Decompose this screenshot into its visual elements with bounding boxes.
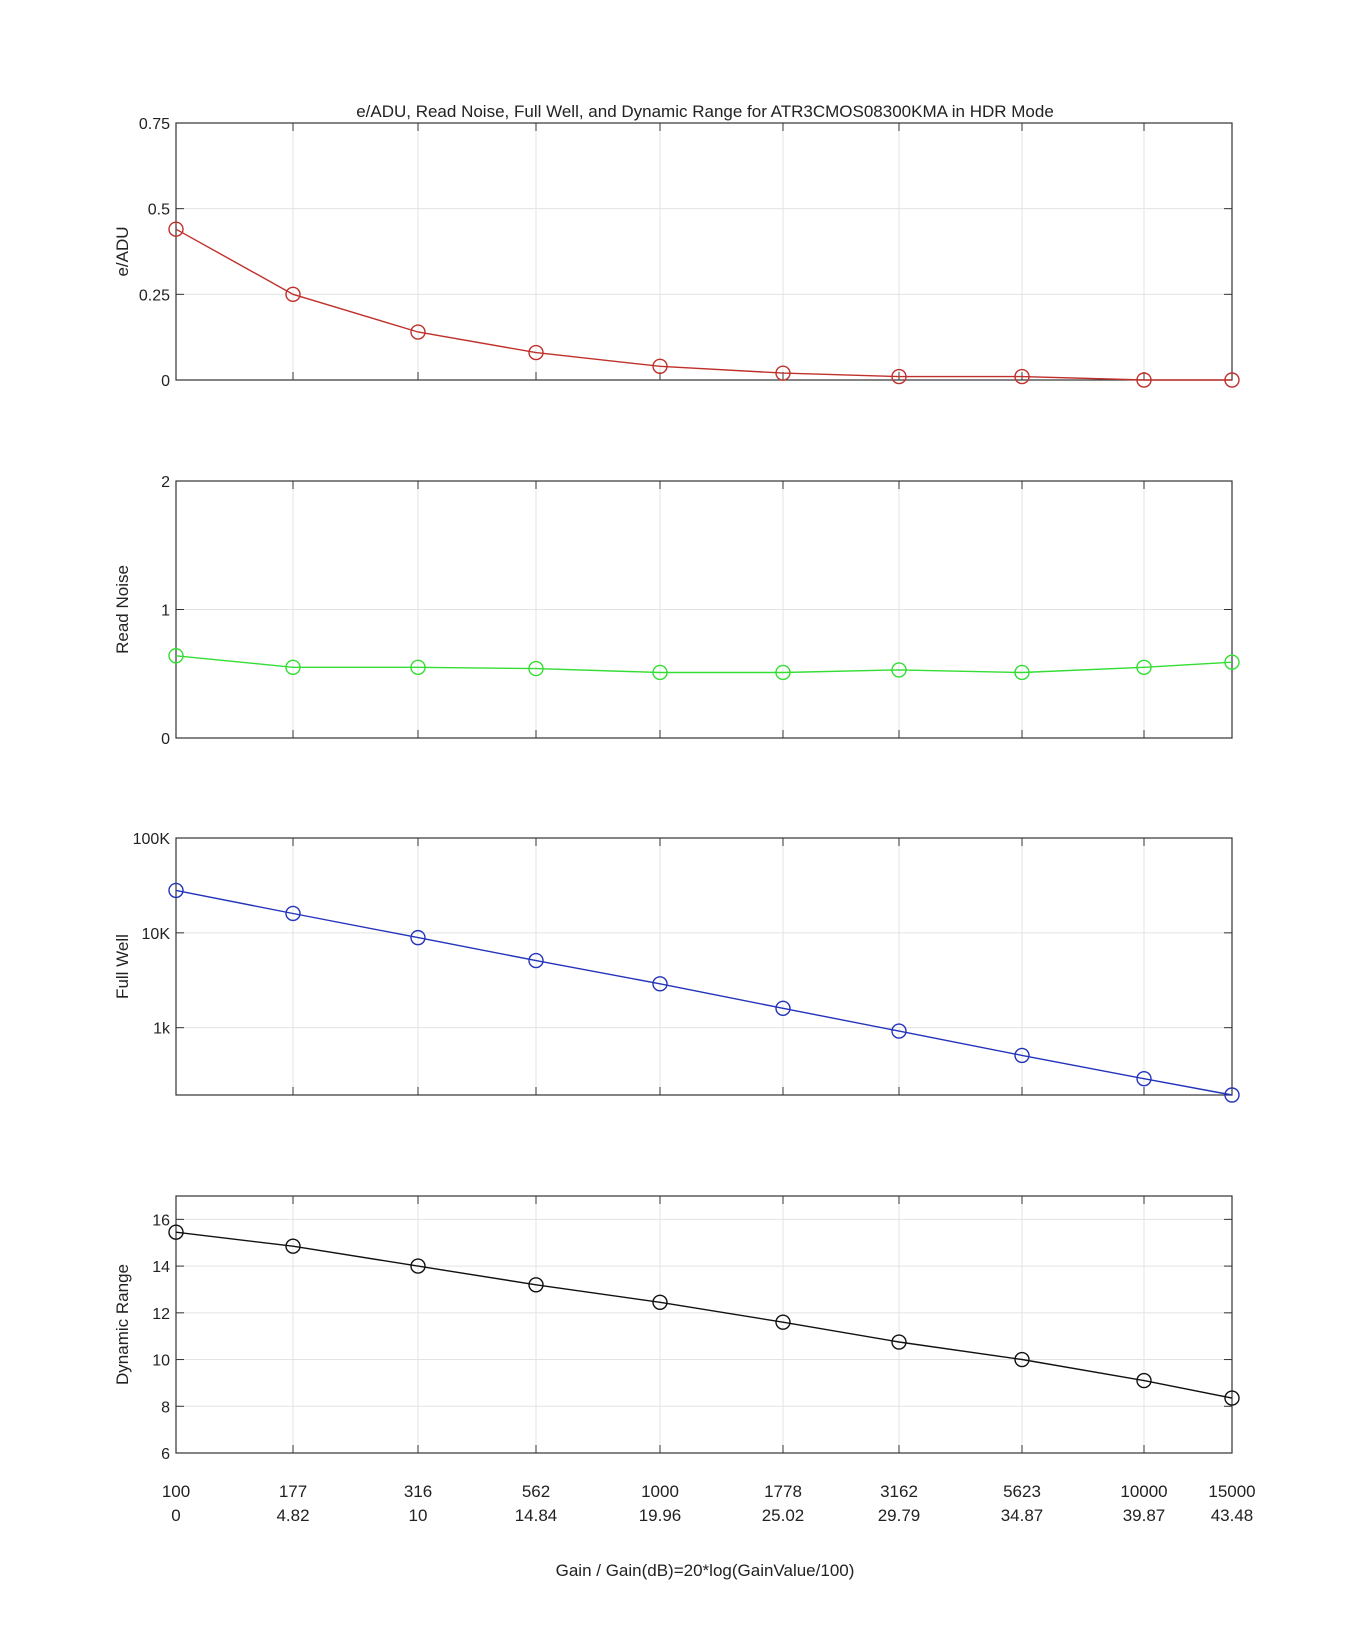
- axes-frame: [175, 122, 1233, 381]
- data-point: [528, 660, 544, 677]
- y-tick-label: 100K: [133, 831, 171, 848]
- x-tick-label-gain: 562: [522, 1482, 550, 1501]
- data-point: [1224, 372, 1240, 388]
- x-tick-label-gain: 3162: [880, 1482, 918, 1501]
- y-tick-label: 16: [152, 1212, 170, 1229]
- x-axis-label: Gain / Gain(dB)=20*log(GainValue/100): [556, 1561, 855, 1580]
- data-point: [1136, 659, 1152, 676]
- y-axis-label: e/ADU: [113, 226, 132, 276]
- x-tick-label-db: 39.87: [1123, 1506, 1166, 1525]
- data-point: [775, 664, 791, 681]
- x-tick-label-gain: 10000: [1120, 1482, 1167, 1501]
- x-tick-label-db: 25.02: [762, 1506, 805, 1525]
- y-tick-label: 10K: [142, 926, 171, 943]
- y-tick-label: 14: [152, 1259, 170, 1276]
- data-point: [528, 344, 544, 361]
- data-point: [1136, 372, 1152, 388]
- data-point: [1136, 1372, 1152, 1389]
- y-tick-label: 0: [161, 731, 170, 748]
- data-point: [1136, 1070, 1152, 1087]
- y-axis-label: Read Noise: [113, 565, 132, 654]
- y-axis-label: Full Well: [113, 934, 132, 999]
- x-tick-label-gain: 15000: [1208, 1482, 1255, 1501]
- data-point: [891, 1334, 907, 1350]
- axes-frame: [175, 1195, 1233, 1454]
- x-tick-label-gain: 5623: [1003, 1482, 1041, 1501]
- y-axis-label: Dynamic Range: [113, 1264, 132, 1385]
- x-tick-label-gain: 100: [162, 1482, 190, 1501]
- x-tick-label-gain: 177: [279, 1482, 307, 1501]
- series-line: [175, 1231, 1233, 1399]
- y-tick-label: 1k: [153, 1021, 171, 1038]
- data-point: [410, 324, 426, 340]
- data-point: [285, 1238, 301, 1254]
- data-point: [652, 358, 668, 374]
- x-tick-labels: 10001774.823161056214.84100019.96177825.…: [162, 1482, 1256, 1525]
- data-point: [1014, 664, 1030, 681]
- x-tick-label-db: 34.87: [1001, 1506, 1044, 1525]
- data-point: [168, 882, 184, 899]
- y-tick-label: 0.5: [148, 202, 170, 219]
- data-point: [528, 1277, 544, 1293]
- data-point: [285, 659, 301, 676]
- data-point: [652, 1294, 668, 1311]
- data-point: [891, 662, 907, 678]
- series-line: [175, 655, 1233, 674]
- panel-1: 0 0.25 0.5 0.75 e/ADU: [113, 116, 1240, 390]
- panel-2: 0 1 2 Read Noise: [113, 474, 1240, 748]
- x-tick-label-gain: 1000: [641, 1482, 679, 1501]
- y-tick-label: 0.25: [139, 287, 170, 304]
- chart-title: e/ADU, Read Noise, Full Well, and Dynami…: [356, 102, 1054, 121]
- x-tick-label-db: 14.84: [515, 1506, 558, 1525]
- y-tick-label: 10: [152, 1353, 170, 1370]
- y-tick-label: 0.75: [139, 116, 170, 133]
- x-tick-label-db: 10: [409, 1506, 428, 1525]
- x-tick-label-db: 19.96: [639, 1506, 682, 1525]
- axes-frame: [175, 837, 1233, 1096]
- data-point: [410, 929, 426, 946]
- x-tick-label-db: 4.82: [276, 1506, 309, 1525]
- y-tick-label: 6: [161, 1446, 170, 1463]
- data-point: [1224, 1087, 1240, 1103]
- panel-4: 6 8 10 12 14 16 Dynamic Range: [113, 1195, 1240, 1463]
- data-point: [168, 221, 184, 237]
- data-point: [652, 976, 668, 992]
- data-point: [1014, 1351, 1030, 1368]
- data-point: [891, 1023, 907, 1039]
- x-tick-label-db: 43.48: [1211, 1506, 1254, 1525]
- data-point: [775, 1000, 791, 1017]
- data-point: [652, 664, 668, 681]
- series-line: [175, 228, 1232, 381]
- y-tick-label: 2: [161, 474, 170, 491]
- data-point: [168, 1224, 184, 1240]
- y-tick-label: 1: [161, 603, 170, 620]
- data-point: [410, 1258, 426, 1274]
- data-point: [528, 952, 544, 969]
- data-point: [1224, 1390, 1240, 1406]
- data-point: [775, 1314, 791, 1330]
- y-tick-label: 12: [152, 1306, 170, 1323]
- x-tick-label-gain: 316: [404, 1482, 432, 1501]
- series-line: [175, 889, 1233, 1096]
- data-point: [285, 905, 301, 922]
- data-point: [410, 659, 426, 676]
- x-tick-label-db: 0: [171, 1506, 180, 1525]
- data-point: [168, 648, 184, 664]
- data-point: [1224, 654, 1240, 670]
- y-tick-label: 8: [161, 1399, 170, 1416]
- data-point: [775, 365, 791, 381]
- data-point: [1014, 368, 1030, 385]
- data-point: [1014, 1047, 1030, 1064]
- axes-frame: [175, 480, 1233, 739]
- y-tick-label: 0: [161, 373, 170, 390]
- data-point: [891, 368, 907, 385]
- x-tick-label-db: 29.79: [878, 1506, 921, 1525]
- panel-3: 1k 10K 100K Full Well: [113, 831, 1240, 1103]
- x-tick-label-gain: 1778: [764, 1482, 802, 1501]
- data-point: [285, 286, 301, 303]
